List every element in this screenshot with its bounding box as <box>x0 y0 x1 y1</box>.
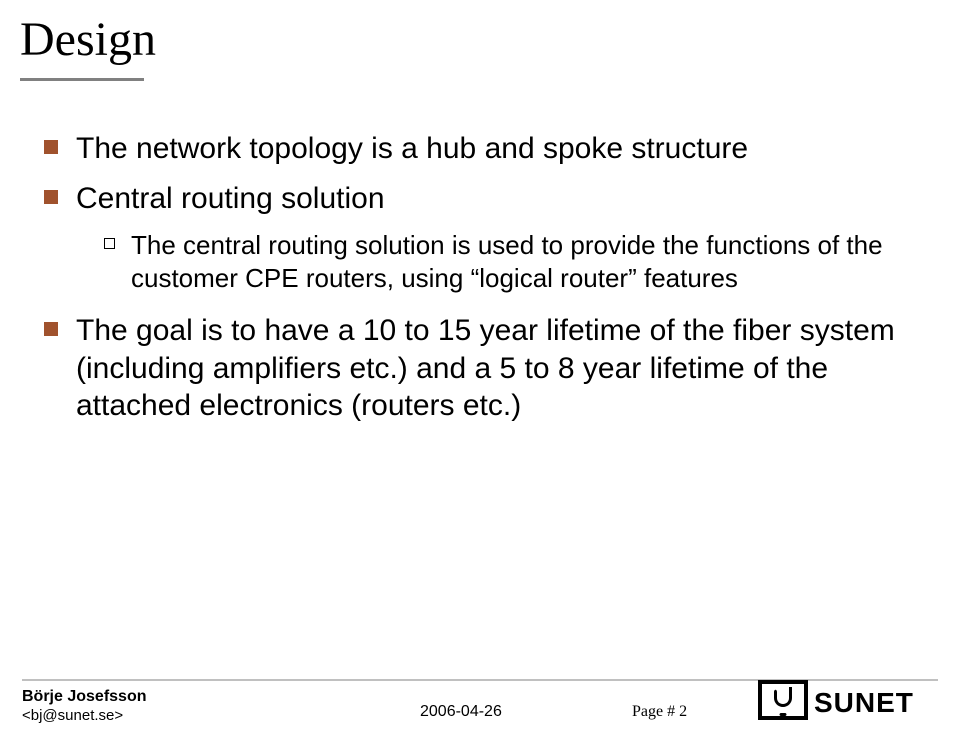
bullet-item: The network topology is a hub and spoke … <box>44 130 914 168</box>
square-bullet-icon <box>44 140 58 154</box>
sunet-logo: SUNET <box>758 678 938 727</box>
square-bullet-icon <box>44 322 58 336</box>
bullet-item: Central routing solution <box>44 180 914 218</box>
square-bullet-icon <box>44 190 58 204</box>
footer-page-number: Page # 2 <box>632 703 687 721</box>
bullet-text: The central routing solution is used to … <box>131 229 914 294</box>
bullet-text: The network topology is a hub and spoke … <box>76 130 748 168</box>
title-underline <box>20 78 144 81</box>
footer-email: <bj@sunet.se> <box>22 707 123 724</box>
bullet-text: The goal is to have a 10 to 15 year life… <box>76 312 914 425</box>
slide-title: Design <box>20 12 156 67</box>
slide: Design The network topology is a hub and… <box>0 0 960 731</box>
footer-author: Börje Josefsson <box>22 688 146 706</box>
logo-text: SUNET <box>814 687 914 718</box>
bullet-item: The goal is to have a 10 to 15 year life… <box>44 312 914 425</box>
sub-bullet-item: The central routing solution is used to … <box>104 229 914 294</box>
bullet-text: Central routing solution <box>76 180 385 218</box>
slide-body: The network topology is a hub and spoke … <box>44 130 914 437</box>
footer-date: 2006-04-26 <box>420 703 502 721</box>
hollow-square-bullet-icon <box>104 238 115 249</box>
